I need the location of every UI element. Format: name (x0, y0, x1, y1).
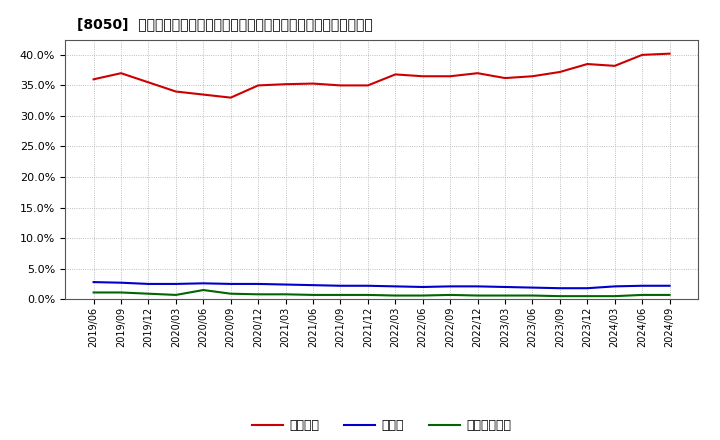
繰延税金資産 (226, 291, 235, 297)
のれん (336, 283, 345, 288)
自己資本 (638, 52, 647, 58)
自己資本 (144, 80, 153, 85)
繰延税金資産 (199, 287, 207, 293)
のれん (117, 280, 125, 286)
繰延税金資産 (309, 292, 318, 297)
のれん (391, 284, 400, 289)
のれん (226, 281, 235, 286)
のれん (282, 282, 290, 287)
のれん (665, 283, 674, 288)
繰延税金資産 (611, 293, 619, 299)
繰延税金資産 (364, 292, 372, 297)
Text: [8050]  自己資本、のれん、繰延税金資産の総資産に対する比率の推移: [8050] 自己資本、のれん、繰延税金資産の総資産に対する比率の推移 (78, 18, 373, 32)
のれん (611, 284, 619, 289)
繰延税金資産 (89, 290, 98, 295)
Legend: 自己資本, のれん, 繰延税金資産: 自己資本, のれん, 繰延税金資産 (246, 414, 517, 437)
自己資本 (391, 72, 400, 77)
自己資本 (254, 83, 263, 88)
繰延税金資産 (418, 293, 427, 298)
自己資本 (117, 70, 125, 76)
のれん (144, 281, 153, 286)
のれん (199, 281, 207, 286)
繰延税金資産 (528, 293, 537, 298)
自己資本 (336, 83, 345, 88)
のれん (556, 286, 564, 291)
繰延税金資産 (171, 292, 180, 297)
のれん (171, 281, 180, 286)
繰延税金資産 (391, 293, 400, 298)
自己資本 (500, 75, 509, 81)
Line: 繰延税金資産: 繰延税金資産 (94, 290, 670, 296)
自己資本 (226, 95, 235, 100)
Line: 自己資本: 自己資本 (94, 54, 670, 98)
自己資本 (665, 51, 674, 56)
自己資本 (528, 73, 537, 79)
繰延税金資産 (473, 293, 482, 298)
自己資本 (89, 77, 98, 82)
繰延税金資産 (638, 292, 647, 297)
繰延税金資産 (117, 290, 125, 295)
自己資本 (446, 73, 454, 79)
のれん (500, 284, 509, 290)
繰延税金資産 (665, 292, 674, 297)
繰延税金資産 (446, 292, 454, 297)
自己資本 (171, 89, 180, 94)
のれん (364, 283, 372, 288)
のれん (89, 279, 98, 285)
自己資本 (611, 63, 619, 69)
自己資本 (473, 70, 482, 76)
のれん (446, 284, 454, 289)
自己資本 (418, 73, 427, 79)
繰延税金資産 (254, 292, 263, 297)
のれん (638, 283, 647, 288)
繰延税金資産 (500, 293, 509, 298)
繰延税金資産 (336, 292, 345, 297)
繰延税金資産 (556, 293, 564, 299)
Line: のれん: のれん (94, 282, 670, 288)
自己資本 (282, 81, 290, 87)
繰延税金資産 (144, 291, 153, 297)
のれん (528, 285, 537, 290)
自己資本 (364, 83, 372, 88)
自己資本 (556, 70, 564, 75)
繰延税金資産 (282, 292, 290, 297)
繰延税金資産 (583, 293, 592, 299)
自己資本 (199, 92, 207, 97)
のれん (418, 284, 427, 290)
のれん (583, 286, 592, 291)
自己資本 (583, 62, 592, 67)
のれん (254, 281, 263, 286)
自己資本 (309, 81, 318, 86)
のれん (309, 282, 318, 288)
のれん (473, 284, 482, 289)
